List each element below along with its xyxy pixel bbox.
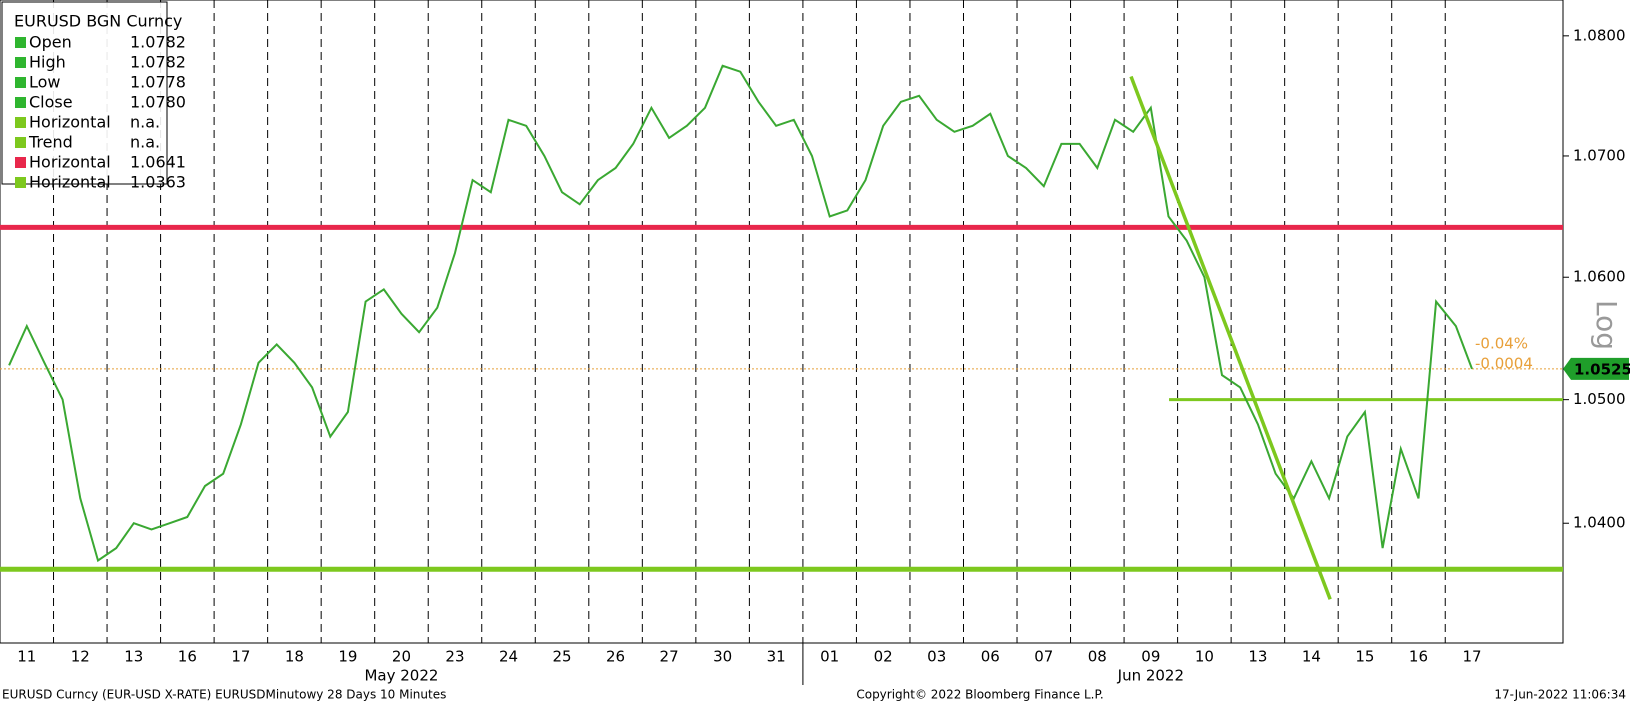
x-tick-label: 02 (874, 648, 893, 666)
legend-value: n.a. (130, 133, 160, 152)
legend-name: Horizontal (29, 113, 111, 132)
legend-value: 1.0778 (130, 73, 186, 92)
x-tick-label: 09 (1141, 648, 1160, 666)
x-tick-label: 19 (338, 648, 357, 666)
x-tick-label: 15 (1355, 648, 1374, 666)
legend-name: Horizontal (29, 153, 111, 172)
x-tick-label: 31 (767, 648, 786, 666)
legend-value: 1.0641 (130, 153, 186, 172)
x-tick-label: 16 (178, 648, 197, 666)
x-tick-label: 17 (231, 648, 250, 666)
legend-swatch (15, 97, 26, 108)
x-tick-label: 12 (71, 648, 90, 666)
x-tick-label: 24 (499, 648, 518, 666)
legend-swatch (15, 137, 26, 148)
month-label: Jun 2022 (1117, 667, 1184, 685)
legend-swatch (15, 177, 26, 188)
legend-name: High (29, 53, 66, 72)
x-tick-label: 11 (17, 648, 36, 666)
legend-swatch (15, 117, 26, 128)
x-tick-label: 25 (552, 648, 571, 666)
legend-name: Low (29, 73, 61, 92)
footer-right: 17-Jun-2022 11:06:34 (1494, 688, 1626, 702)
legend-title: EURUSD BGN Curncy (14, 12, 182, 31)
y-tick-label: 1.0600 (1573, 268, 1626, 286)
legend-swatch (15, 77, 26, 88)
month-label: May 2022 (364, 667, 438, 685)
footer-center: Copyright© 2022 Bloomberg Finance L.P. (856, 688, 1103, 702)
annotation: -0.0004 (1475, 354, 1533, 372)
price-line (8, 64, 1473, 563)
legend-name: Trend (28, 133, 73, 152)
legend-value: n.a. (130, 113, 160, 132)
x-tick-label: 27 (660, 648, 679, 666)
last-price-label: 1.0525 (1574, 360, 1630, 378)
axis-title: Log (1590, 300, 1623, 350)
legend-value: 1.0782 (130, 53, 186, 72)
x-tick-label: 23 (445, 648, 464, 666)
x-tick-label: 03 (927, 648, 946, 666)
y-tick-label: 1.0700 (1573, 146, 1626, 164)
x-tick-label: 16 (1409, 648, 1428, 666)
legend-name: Horizontal (29, 173, 111, 192)
plot-area (0, 0, 1564, 644)
annotation: -0.04% (1475, 334, 1528, 352)
y-tick-label: 1.0800 (1573, 26, 1626, 44)
legend-box (1, 1, 168, 185)
legend-swatch (15, 157, 26, 168)
x-tick-label: 01 (820, 648, 839, 666)
legend-swatch (15, 37, 26, 48)
x-tick-label: 07 (1034, 648, 1053, 666)
x-tick-label: 08 (1088, 648, 1107, 666)
footer-left: EURUSD Curncy (EUR-USD X-RATE) EURUSDMin… (2, 688, 446, 702)
legend-name: Close (29, 93, 73, 112)
x-tick-label: 14 (1302, 648, 1321, 666)
legend-value: 1.0780 (130, 93, 186, 112)
x-tick-label: 06 (981, 648, 1000, 666)
y-tick-label: 1.0400 (1573, 514, 1626, 532)
x-tick-label: 26 (606, 648, 625, 666)
trend-line (1129, 75, 1332, 600)
legend-name: Open (29, 33, 72, 52)
legend-swatch (15, 57, 26, 68)
legend-value: 1.0782 (130, 33, 186, 52)
x-tick-label: 10 (1195, 648, 1214, 666)
x-tick-label: 18 (285, 648, 304, 666)
x-tick-label: 20 (392, 648, 411, 666)
x-tick-label: 17 (1462, 648, 1481, 666)
legend-value: 1.0363 (130, 173, 186, 192)
x-tick-label: 13 (124, 648, 143, 666)
x-tick-label: 13 (1248, 648, 1267, 666)
y-tick-label: 1.0500 (1573, 390, 1626, 408)
last-price-box (1563, 357, 1629, 380)
x-tick-label: 30 (713, 648, 732, 666)
